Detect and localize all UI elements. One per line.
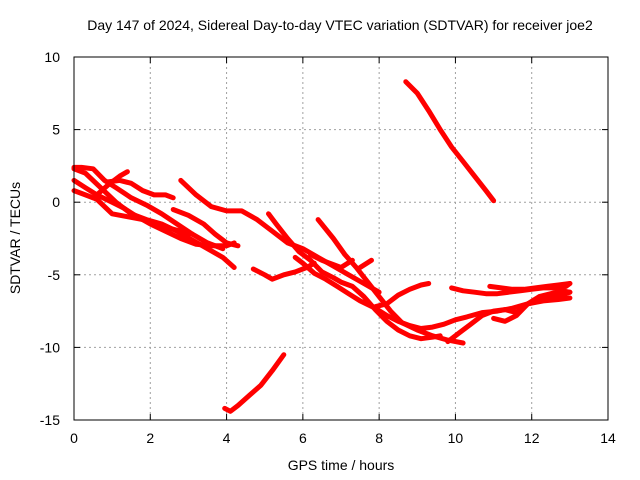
series-line-track-1 [71,177,237,249]
x-tick-label: 12 [524,430,540,446]
series-line-track-12 [308,252,355,270]
series-line-track-6 [105,177,176,201]
series-line-track-2 [71,166,237,270]
x-tick-label: 0 [70,430,78,446]
y-tick-label: 10 [44,49,60,65]
y-tick-label: -5 [48,267,61,283]
series-line-track-10 [266,211,443,342]
series-line-track-20 [491,288,573,324]
ticks: 0 2 4 6 8 10 12 14 -15 -10 -5 0 5 10 [40,49,616,446]
y-tick-label: -15 [40,412,60,428]
x-tick-label: 4 [223,430,231,446]
series-line-track-7 [178,177,382,295]
x-tick-label: 14 [600,430,616,446]
series-line-track-21 [222,352,287,414]
series-line-track-14 [292,254,573,331]
series-line-track-3 [71,164,226,252]
x-axis-label: GPS time / hours [288,457,395,473]
x-tick-label: 2 [146,430,154,446]
series-group [71,79,573,414]
plot-frame [73,56,609,421]
y-tick-label: -10 [40,339,60,355]
y-tick-label: 0 [52,194,60,210]
series-line-track-13 [357,257,374,270]
x-tick-label: 8 [375,430,383,446]
series-line-track-18 [445,289,573,345]
y-axis-label: SDTVAR / TECUs [7,182,23,294]
series-line-track-15 [372,281,432,310]
chart-title: Day 147 of 2024, Sidereal Day-to-day VTE… [87,17,593,33]
y-tick-label: 5 [52,122,60,138]
series-line-track-8 [170,207,241,249]
x-tick-label: 10 [448,430,464,446]
series-line-track-19 [487,281,573,292]
grid [74,57,608,420]
x-tick-label: 6 [299,430,307,446]
series-line-track-16 [403,79,497,204]
series-line-track-4 [71,188,195,237]
